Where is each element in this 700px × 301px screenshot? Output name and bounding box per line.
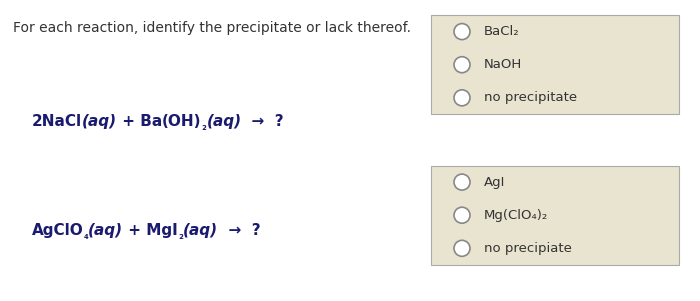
Text: (OH): (OH) [162, 114, 202, 129]
Text: no precipiate: no precipiate [484, 242, 572, 255]
Text: AgClO: AgClO [32, 223, 83, 238]
Ellipse shape [454, 23, 470, 40]
Text: ₂: ₂ [178, 231, 183, 241]
Ellipse shape [454, 57, 470, 73]
Text: 2NaCl: 2NaCl [32, 114, 82, 129]
Ellipse shape [454, 174, 470, 190]
Text: BaCl₂: BaCl₂ [484, 25, 519, 38]
FancyBboxPatch shape [430, 15, 679, 114]
Text: + Ba: + Ba [117, 114, 162, 129]
Text: For each reaction, identify the precipitate or lack thereof.: For each reaction, identify the precipit… [13, 21, 411, 35]
Text: (aq): (aq) [206, 114, 242, 129]
Text: NaOH: NaOH [484, 58, 522, 71]
Text: Mg(ClO₄)₂: Mg(ClO₄)₂ [484, 209, 548, 222]
Ellipse shape [454, 90, 470, 106]
Text: (aq): (aq) [88, 223, 123, 238]
Text: + MgI: + MgI [123, 223, 178, 238]
Text: ₄: ₄ [83, 231, 88, 241]
Text: →  ?: → ? [241, 114, 284, 129]
Ellipse shape [454, 240, 470, 256]
Text: (aq): (aq) [82, 114, 117, 129]
Text: →  ?: → ? [218, 223, 260, 238]
Text: AgI: AgI [484, 175, 505, 189]
Text: no precipitate: no precipitate [484, 91, 577, 104]
FancyBboxPatch shape [430, 166, 679, 265]
Ellipse shape [454, 207, 470, 223]
Text: ₂: ₂ [202, 123, 206, 132]
Text: (aq): (aq) [183, 223, 218, 238]
